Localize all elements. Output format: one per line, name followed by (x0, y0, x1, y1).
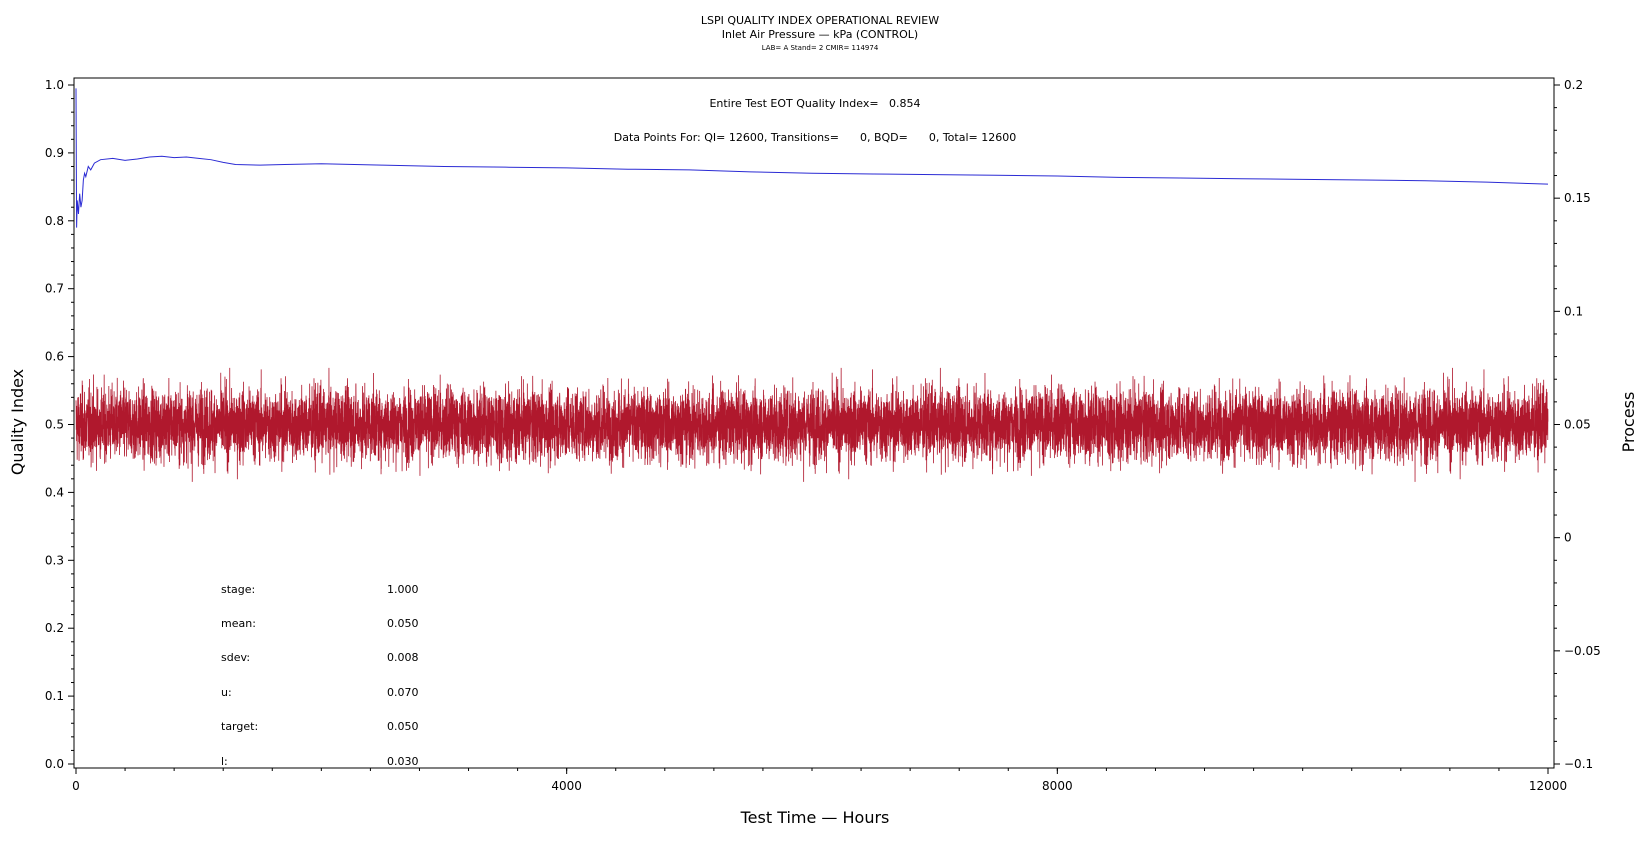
chart-sub-subtitle: LAB= A Stand= 2 CMIR= 114974 (762, 44, 879, 52)
process-series-line (75, 367, 1549, 482)
y-left-tick-label: 0.9 (45, 146, 64, 160)
y-right-tick-label: 0.05 (1564, 418, 1591, 432)
y-left-tick-label: 0.4 (45, 485, 64, 499)
y-right-tick-label: 0.2 (1564, 78, 1583, 92)
y-left-tick-label: 0.0 (45, 757, 64, 771)
y-axis-label-left: Quality Index (8, 369, 27, 475)
y-right-tick-label: 0 (1564, 531, 1572, 545)
y-left-tick-label: 0.8 (45, 214, 64, 228)
stat-label-sdev: sdev: (221, 651, 250, 664)
stat-label-target: target: (221, 720, 258, 733)
data-points-annotation: Data Points For: QI= 12600, Transitions=… (614, 131, 1016, 144)
stats-block: stage: 1.000 mean: 0.050 sdev: 0.008 u: … (221, 583, 419, 768)
stat-label-mean: mean: (221, 617, 256, 630)
stat-value-target: 0.050 (387, 720, 419, 733)
chart-subtitle: Inlet Air Pressure — kPa (CONTROL) (722, 28, 918, 41)
y-right-tick-label: 0.1 (1564, 304, 1583, 318)
stat-value-mean: 0.050 (387, 617, 419, 630)
x-tick-label: 12000 (1529, 779, 1567, 793)
y-left-tick-label: 0.2 (45, 621, 64, 635)
y-left-tick-label: 1.0 (45, 78, 64, 92)
y-left-tick-label: 0.5 (45, 418, 64, 432)
y-right-tick-label: 0.15 (1564, 191, 1591, 205)
y-right-tick-label: −0.05 (1564, 644, 1601, 658)
stat-value-l: 0.030 (387, 755, 419, 768)
quality-index-annotation: Entire Test EOT Quality Index= 0.854 (709, 97, 920, 110)
series-layer (75, 88, 1549, 482)
x-tick-label: 0 (72, 779, 80, 793)
y-left-tick-label: 0.7 (45, 282, 64, 296)
stat-value-stage: 1.000 (387, 583, 419, 596)
stat-value-u: 0.070 (387, 686, 419, 699)
quality-index-series-line (75, 88, 1549, 228)
y-left-tick-label: 0.3 (45, 553, 64, 567)
ticks-layer: 0.0 0.1 0.2 0.3 0.4 0.5 0.6 0.7 0.8 0.9 1.0 −0.1 −0.… (45, 78, 1601, 793)
y-right-tick-label: −0.1 (1564, 757, 1593, 771)
y-axis-label-right: Process (1619, 392, 1638, 453)
stat-label-stage: stage: (221, 583, 255, 596)
stat-label-u: u: (221, 686, 232, 699)
y-left-tick-label: 0.6 (45, 350, 64, 364)
x-tick-label: 4000 (551, 779, 582, 793)
plot-frame (73, 77, 1555, 769)
x-axis-label: Test Time — Hours (740, 808, 890, 827)
stat-value-sdev: 0.008 (387, 651, 419, 664)
chart-titles: LSPI QUALITY INDEX OPERATIONAL REVIEW In… (701, 14, 939, 52)
stat-label-l: l: (221, 755, 228, 768)
chart-title: LSPI QUALITY INDEX OPERATIONAL REVIEW (701, 14, 939, 27)
y-left-tick-label: 0.1 (45, 689, 64, 703)
x-tick-label: 8000 (1042, 779, 1073, 793)
